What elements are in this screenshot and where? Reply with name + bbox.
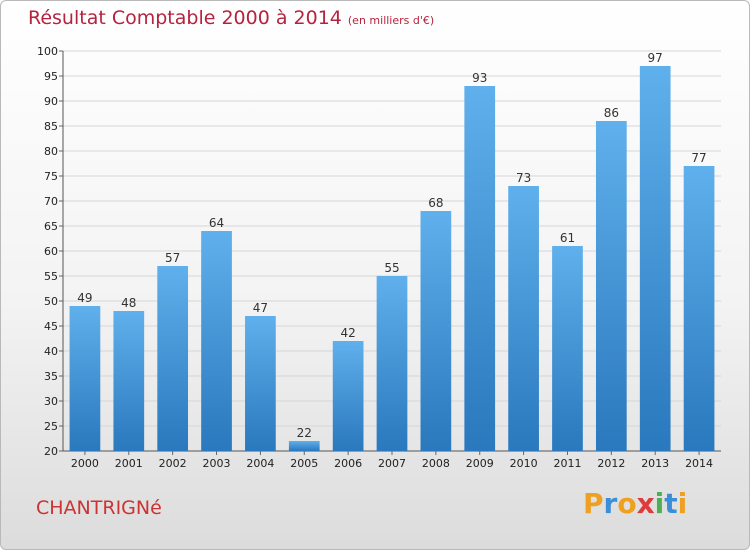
bar bbox=[420, 211, 452, 451]
x-tick-label: 2014 bbox=[685, 457, 713, 470]
y-tick-label: 25 bbox=[44, 420, 58, 433]
proxiti-logo[interactable]: Proxiti bbox=[583, 487, 687, 520]
chart-title: Résultat Comptable 2000 à 2014 (en millie… bbox=[28, 7, 434, 29]
x-tick-label: 2004 bbox=[246, 457, 274, 470]
logo-letter: i bbox=[677, 487, 688, 520]
y-tick-label: 40 bbox=[44, 345, 58, 358]
bar bbox=[552, 246, 583, 451]
data-label: 57 bbox=[165, 251, 180, 265]
y-tick-label: 75 bbox=[44, 170, 58, 183]
logo-letter: t bbox=[664, 487, 678, 520]
y-tick-label: 55 bbox=[44, 270, 58, 283]
y-tick-label: 70 bbox=[44, 195, 58, 208]
y-tick-label: 60 bbox=[44, 245, 58, 258]
data-label: 93 bbox=[472, 71, 487, 85]
x-tick-label: 2010 bbox=[510, 457, 538, 470]
logo-letter: o bbox=[617, 487, 637, 520]
data-label: 73 bbox=[516, 171, 531, 185]
bar bbox=[288, 441, 320, 451]
x-tick-label: 2009 bbox=[466, 457, 494, 470]
x-tick-label: 2003 bbox=[203, 457, 231, 470]
data-label: 48 bbox=[121, 296, 136, 310]
logo-letter: r bbox=[603, 487, 618, 520]
bar bbox=[595, 121, 627, 451]
bar bbox=[508, 186, 539, 451]
logo-letter: i bbox=[654, 487, 665, 520]
y-tick-label: 85 bbox=[44, 120, 58, 133]
logo-letter: P bbox=[583, 487, 604, 520]
y-tick-label: 30 bbox=[44, 395, 58, 408]
label-layer: 2000 49 2001 48 2002 57 2003 64 2004 47 2005 22 2006… bbox=[71, 51, 713, 470]
logo-letter: x bbox=[636, 487, 655, 520]
bar bbox=[245, 316, 276, 451]
data-label: 86 bbox=[604, 106, 619, 120]
data-label: 64 bbox=[209, 216, 224, 230]
commune-name: CHANTRIGNé bbox=[36, 497, 162, 519]
y-tick-label: 65 bbox=[44, 220, 58, 233]
data-label: 61 bbox=[560, 231, 575, 245]
x-tick-label: 2006 bbox=[334, 457, 362, 470]
bar bbox=[639, 66, 671, 451]
bar bbox=[69, 306, 101, 451]
y-tick-label: 20 bbox=[44, 445, 58, 458]
y-tick-label: 35 bbox=[44, 370, 58, 383]
x-tick-label: 2001 bbox=[115, 457, 143, 470]
bar bbox=[464, 86, 496, 451]
x-tick-label: 2005 bbox=[290, 457, 318, 470]
bar bbox=[376, 276, 408, 451]
data-label: 77 bbox=[691, 151, 706, 165]
data-label: 97 bbox=[648, 51, 663, 65]
data-label: 68 bbox=[428, 196, 443, 210]
y-tick-label: 45 bbox=[44, 320, 58, 333]
data-label: 55 bbox=[384, 261, 399, 275]
bar bbox=[201, 231, 232, 451]
x-tick-label: 2013 bbox=[641, 457, 669, 470]
data-label: 22 bbox=[297, 426, 312, 440]
y-tick-label: 90 bbox=[44, 95, 58, 108]
data-label: 42 bbox=[340, 326, 355, 340]
bar bbox=[113, 311, 145, 451]
bar bbox=[683, 166, 715, 451]
y-tick-label: 95 bbox=[44, 70, 58, 83]
data-label: 47 bbox=[253, 301, 268, 315]
y-tick-label: 80 bbox=[44, 145, 58, 158]
x-tick-label: 2008 bbox=[422, 457, 450, 470]
x-tick-label: 2012 bbox=[597, 457, 625, 470]
x-tick-label: 2007 bbox=[378, 457, 406, 470]
data-label: 49 bbox=[77, 291, 92, 305]
bar-layer bbox=[69, 66, 715, 451]
x-tick-label: 2011 bbox=[553, 457, 581, 470]
x-tick-label: 2002 bbox=[159, 457, 187, 470]
unit-label: (en milliers d'€) bbox=[347, 14, 435, 27]
y-tick-label: 50 bbox=[44, 295, 58, 308]
bar bbox=[157, 266, 189, 451]
x-tick-label: 2000 bbox=[71, 457, 99, 470]
chart-title-text: Résultat Comptable 2000 à 2014 bbox=[28, 7, 342, 29]
bar bbox=[332, 341, 364, 451]
y-tick-label: 100 bbox=[37, 45, 58, 58]
